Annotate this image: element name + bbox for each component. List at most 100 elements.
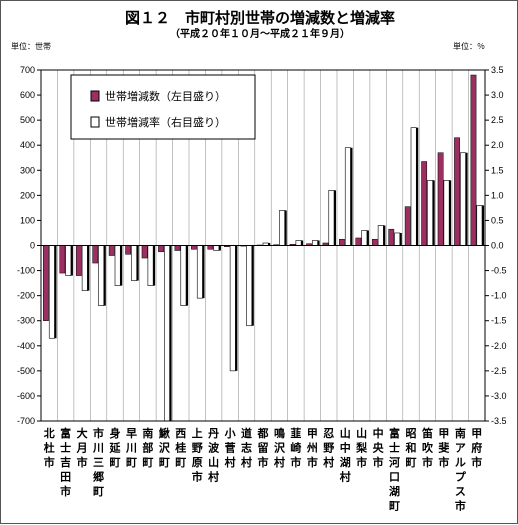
left-tick-label: 400	[20, 140, 35, 150]
axes-layer	[37, 69, 489, 422]
category-label: 大月市	[76, 426, 88, 469]
category-label: 甲州市	[306, 427, 318, 469]
legend-swatch-change-rate	[90, 116, 100, 128]
right-tick-label: 1.5	[491, 165, 504, 175]
left-tick-label: 700	[20, 65, 35, 75]
bar-change-rate	[394, 232, 401, 246]
category-label: 中央市	[373, 426, 385, 469]
category-label: 道志村	[241, 426, 252, 469]
right-tick-label: -3.5	[491, 416, 507, 426]
bar-change-rate	[344, 147, 351, 246]
left-tick-label: -300	[17, 316, 35, 326]
left-tick-label: -100	[17, 266, 35, 276]
right-tick-label: -2.0	[491, 341, 507, 351]
left-unit-label: 単位：世帯	[11, 41, 51, 51]
bar-change-rate	[180, 245, 187, 306]
bar-change-rate	[48, 245, 55, 339]
bar-household-change	[43, 245, 49, 321]
bar-change-rate	[361, 230, 368, 246]
left-tick-label: -600	[17, 391, 35, 401]
left-tick-label: 500	[20, 115, 35, 125]
bar-household-change	[75, 245, 82, 276]
bar-change-rate	[65, 245, 72, 276]
bar-change-rate	[213, 245, 220, 251]
bar-change-rate	[312, 240, 318, 246]
category-label: 北杜市	[44, 426, 55, 469]
bar-change-rate	[196, 245, 203, 299]
bar-household-change	[158, 245, 164, 253]
bar-change-rate	[295, 240, 302, 246]
right-tick-label: -3.0	[491, 391, 507, 401]
left-tick-label: 300	[20, 165, 35, 175]
category-label: 山中湖村	[340, 426, 351, 484]
labels-layer: 700 600 500 400 300 200 100 0 -100 -200 -300 -400 -5…	[17, 65, 507, 513]
category-label: 南部町	[142, 426, 153, 469]
legend-label-household-change: 世帯増減数（左目盛り）	[105, 89, 226, 103]
bar-change-rate	[81, 245, 88, 291]
left-tick-label: 0	[30, 241, 35, 251]
right-tick-label: -1.0	[491, 291, 507, 301]
category-label: 丹波山村	[208, 427, 220, 484]
right-tick-label: 2.5	[491, 115, 504, 125]
right-tick-label: 3.5	[491, 65, 504, 75]
category-label: 上野原市	[192, 426, 203, 484]
bar-household-change	[339, 238, 345, 246]
bar-household-change	[355, 237, 362, 246]
right-tick-label: 3.0	[491, 90, 504, 100]
bar-change-rate	[147, 245, 154, 286]
bar-household-change	[454, 137, 460, 246]
bar-household-change	[421, 161, 428, 246]
legend-swatch-household-change	[90, 90, 100, 102]
left-tick-label: -700	[17, 416, 35, 426]
bar-household-change	[92, 245, 99, 264]
right-tick-label: 1.0	[491, 190, 504, 200]
category-label: 市川三郷町	[92, 426, 104, 498]
bar-change-rate	[98, 245, 105, 306]
bar-change-rate	[164, 245, 170, 422]
bar-household-change	[108, 245, 115, 256]
right-tick-label: -0.5	[491, 266, 507, 276]
category-label: 早川町	[125, 427, 137, 469]
bar-change-rate	[279, 210, 286, 246]
bar-household-change	[404, 206, 411, 246]
left-tick-label: 100	[20, 215, 35, 225]
category-label: 富士河口湖町	[389, 426, 400, 513]
chart-title: 図１２ 市町村別世帯の増減数と増減率	[125, 9, 395, 27]
bar-change-rate	[229, 245, 236, 372]
bar-household-change	[388, 228, 395, 246]
bar-change-rate	[377, 225, 384, 246]
bar-change-rate	[410, 127, 417, 246]
chart-subtitle: （平成２０年１０月～平成２１年９月）	[170, 27, 350, 40]
right-unit-label: 単位：％	[453, 41, 485, 51]
bar-household-change	[371, 238, 378, 246]
bar-change-rate	[460, 152, 466, 246]
legend-box	[70, 74, 256, 140]
right-tick-label: -2.5	[491, 366, 507, 376]
bar-household-change	[191, 245, 197, 250]
left-tick-label: -400	[17, 341, 35, 351]
right-tick-label: 0.5	[491, 215, 504, 225]
category-label: 都留市	[257, 426, 269, 469]
category-label: 身延町	[109, 426, 122, 469]
category-label: 笛吹市	[421, 426, 434, 469]
category-label: 南アルプス市	[455, 426, 467, 513]
left-tick-label: -500	[17, 366, 35, 376]
left-tick-label: -200	[17, 291, 35, 301]
category-label: 鳴沢村	[274, 426, 286, 469]
bar-change-rate	[443, 180, 450, 246]
bar-household-change	[125, 245, 132, 255]
bar-change-rate	[131, 245, 138, 281]
right-tick-label: -1.5	[491, 316, 507, 326]
category-label: 韮崎市	[290, 426, 301, 469]
legend: 世帯増減数（左目盛り） 世帯増減率（右目盛り）	[70, 74, 256, 140]
category-label: 富士吉田市	[60, 426, 71, 498]
category-label: 甲府市	[471, 427, 482, 469]
bar-household-change	[59, 245, 66, 274]
category-label: 鰍沢町	[159, 426, 171, 469]
legend-label-change-rate: 世帯増減率（右目盛り）	[105, 115, 226, 129]
bar-change-rate	[427, 180, 434, 246]
bar-household-change	[174, 245, 181, 251]
left-tick-label: 600	[20, 90, 35, 100]
left-tick-label: 200	[20, 190, 35, 200]
